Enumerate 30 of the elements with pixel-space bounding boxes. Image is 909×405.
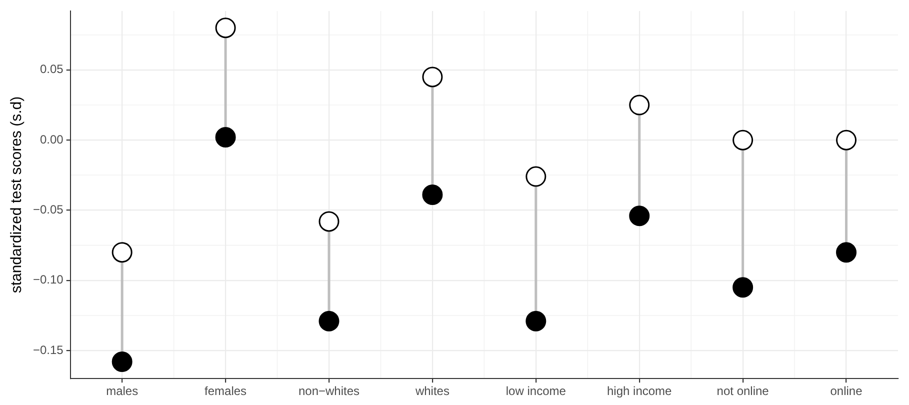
point [526,166,546,187]
y-tick-label: −0.15 [32,342,64,357]
point [112,242,132,263]
point [629,94,650,116]
point [422,66,443,88]
point [732,130,754,150]
y-tick-label: −0.10 [32,272,64,287]
point [215,127,236,148]
x-tick-label: high income [607,384,672,398]
point [422,184,443,206]
point [836,242,857,263]
point [215,18,236,38]
x-tick-label: males [106,384,138,398]
point [318,310,340,332]
point [836,130,857,150]
y-axis-title: standardized test scores (s.d) [8,96,26,294]
x-tick-label: low income [506,384,566,398]
point [318,211,340,232]
point [112,352,132,372]
point [526,310,546,332]
x-tick-label: not online [716,384,770,398]
x-tick-label: whites [414,384,450,398]
point [629,206,650,226]
y-tick-label: 0.00 [40,132,64,146]
x-tick-label: online [830,384,863,398]
y-tick-label: 0.05 [40,62,64,76]
point [732,277,754,298]
x-tick-label: non−whites [298,384,360,398]
y-tick-label: −0.05 [32,202,64,217]
x-tick-label: females [204,384,247,398]
